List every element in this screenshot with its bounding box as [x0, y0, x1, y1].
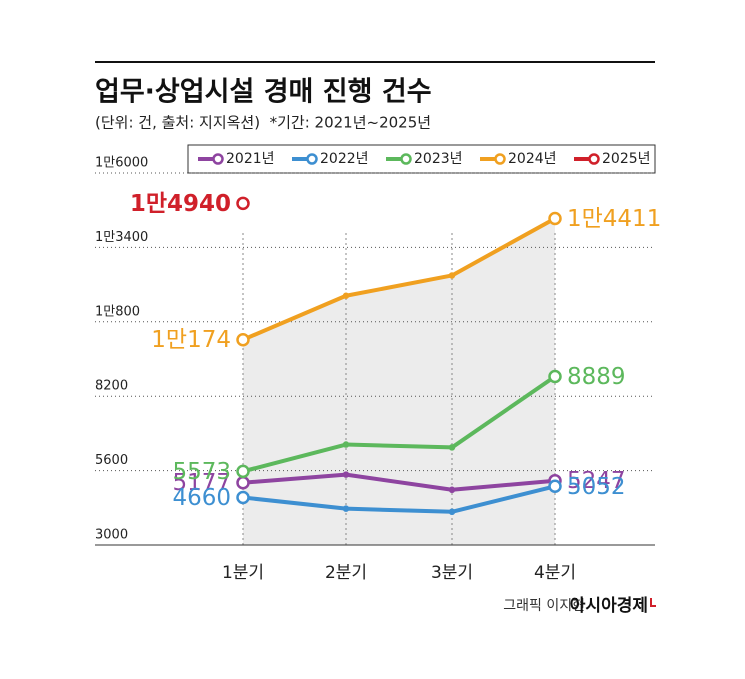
- point-marker: [448, 444, 456, 451]
- legend-marker: [588, 153, 600, 165]
- legend-marker: [212, 153, 224, 165]
- x-tick-label: 3분기: [431, 563, 473, 583]
- series-line: [242, 472, 556, 492]
- value-label: 5052: [567, 474, 626, 500]
- legend-marker: [400, 153, 412, 165]
- series-line: [242, 374, 557, 474]
- value-label: 4660: [172, 485, 231, 511]
- value-label: 8889: [567, 364, 626, 390]
- point-marker: [236, 475, 250, 490]
- chart-title: 업무·상업시설 경매 진행 건수: [95, 77, 432, 108]
- value-label: 5247: [567, 468, 626, 494]
- publisher: 아시아경제: [570, 596, 648, 616]
- value-label: 1만174: [151, 327, 231, 353]
- point-marker: [548, 211, 562, 226]
- y-tick-label: 1만6000: [95, 156, 148, 171]
- x-tick-label: 2분기: [325, 563, 367, 583]
- legend-label: 2022년: [320, 151, 369, 167]
- publisher-icon: [650, 598, 656, 607]
- point-marker: [548, 369, 562, 384]
- point-marker: [342, 441, 350, 448]
- point-marker: [448, 272, 456, 279]
- point-marker: [342, 471, 350, 478]
- point-marker: [448, 508, 456, 516]
- point-marker: [236, 464, 250, 479]
- point-marker: [448, 486, 456, 494]
- chart-subtitle: (단위: 건, 출처: 지지옥션) *기간: 2021년~2025년: [95, 114, 431, 132]
- legend-label: 2023년: [414, 151, 463, 167]
- value-label: 5177: [172, 470, 231, 496]
- legend-label: 2025년: [602, 151, 651, 167]
- point-marker: [236, 196, 250, 211]
- y-tick-label: 1만800: [95, 304, 140, 319]
- legend-label: 2024년: [508, 151, 557, 167]
- point-marker: [236, 332, 250, 347]
- point-marker: [548, 479, 562, 494]
- series-line: [242, 484, 556, 514]
- point-marker: [236, 490, 250, 505]
- value-label: 1만4940: [130, 191, 231, 217]
- series-line: [242, 216, 556, 342]
- y-tick-label: 1만3400: [95, 230, 148, 245]
- y-tick-label: 3000: [95, 528, 128, 543]
- x-tick-label: 4분기: [534, 563, 576, 583]
- point-marker: [342, 505, 350, 512]
- x-tick-label: 1분기: [222, 563, 264, 583]
- legend-marker: [306, 153, 318, 165]
- credit: 그래픽 이지현: [503, 598, 585, 614]
- value-label: 1만4411: [567, 206, 661, 232]
- legend-label: 2021년: [226, 151, 275, 167]
- legend-marker: [494, 153, 506, 165]
- value-label: 5573: [172, 459, 231, 485]
- y-tick-label: 8200: [95, 379, 128, 394]
- y-tick-label: 5600: [95, 453, 128, 468]
- shade-area: [243, 218, 555, 545]
- point-marker: [342, 292, 350, 300]
